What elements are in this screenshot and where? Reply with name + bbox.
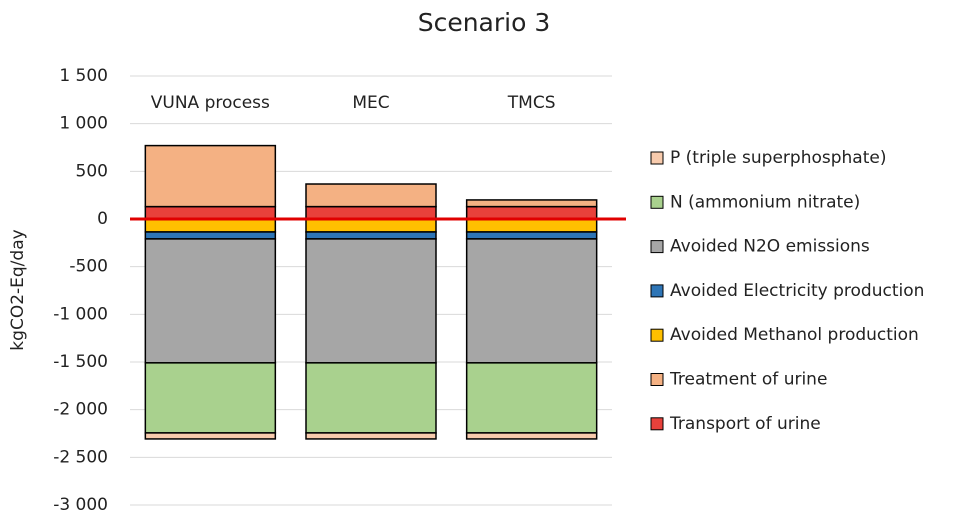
y-tick-label: -1 500 bbox=[53, 352, 108, 372]
bar-segment bbox=[305, 205, 437, 220]
legend-swatch bbox=[650, 373, 664, 386]
legend-label: Transport of urine bbox=[669, 414, 821, 434]
bar-segment bbox=[305, 231, 437, 240]
y-tick-label: 1 000 bbox=[59, 114, 108, 134]
legend-swatch bbox=[650, 417, 664, 431]
bar-segment bbox=[305, 183, 437, 208]
bar-segment bbox=[144, 144, 277, 208]
bar-segment bbox=[465, 362, 598, 434]
legend-swatch bbox=[650, 151, 664, 165]
bar-segment bbox=[465, 231, 598, 240]
y-tick-label: -2 000 bbox=[53, 400, 108, 420]
legend-swatch bbox=[650, 195, 664, 209]
legend-label: Avoided N2O emissions bbox=[670, 237, 870, 257]
legend-label: N (ammonium nitrate) bbox=[670, 192, 860, 212]
bar-segment bbox=[305, 238, 437, 364]
category-label: VUNA process bbox=[151, 93, 270, 113]
category-label: MEC bbox=[352, 93, 389, 113]
bar-segment bbox=[305, 218, 437, 233]
bar-segment bbox=[144, 205, 277, 220]
y-tick-label: -3 000 bbox=[53, 495, 108, 515]
bar-segment bbox=[465, 238, 598, 364]
y-tick-label: 1 500 bbox=[59, 66, 108, 86]
bar-segment bbox=[144, 362, 277, 434]
chart-title: Scenario 3 bbox=[418, 8, 551, 37]
legend-swatch bbox=[650, 284, 664, 298]
y-tick-label: 0 bbox=[97, 209, 108, 229]
bar-segment bbox=[144, 238, 277, 364]
bar-segment bbox=[465, 218, 598, 233]
y-axis-label: kgCO2-Eq/day bbox=[8, 229, 28, 350]
bar-segment bbox=[305, 432, 437, 440]
bar-segment bbox=[465, 205, 598, 220]
bar-segment bbox=[465, 432, 598, 440]
legend-swatch bbox=[650, 328, 664, 342]
bar-segment bbox=[144, 218, 277, 233]
y-tick-label: -500 bbox=[69, 257, 108, 277]
legend-label: Avoided Electricity production bbox=[670, 281, 924, 301]
y-tick-label: 500 bbox=[76, 161, 108, 181]
bar-segment bbox=[144, 231, 277, 240]
bar-segment bbox=[305, 362, 437, 434]
legend-swatch bbox=[650, 240, 664, 254]
y-tick-label: -1 000 bbox=[53, 304, 108, 324]
bar-segment bbox=[465, 199, 598, 208]
legend-label: P (triple superphosphate) bbox=[670, 148, 886, 168]
y-tick-label: -2 500 bbox=[53, 447, 108, 467]
legend-label: Treatment of urine bbox=[669, 370, 827, 390]
bar-segment bbox=[144, 432, 277, 440]
legend-label: Avoided Methanol production bbox=[670, 325, 919, 345]
category-label: TMCS bbox=[507, 93, 556, 113]
